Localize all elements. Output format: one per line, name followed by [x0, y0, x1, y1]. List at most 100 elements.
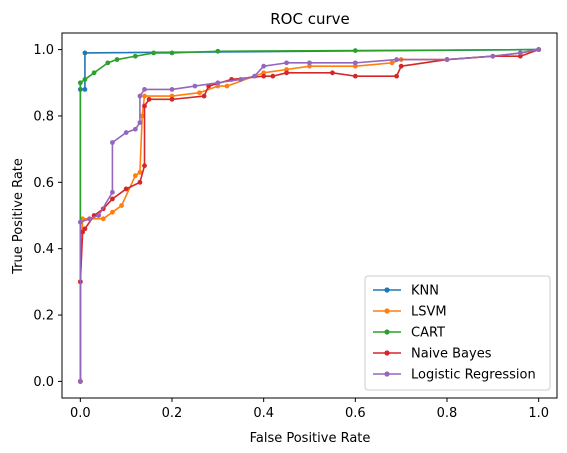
data-point	[91, 70, 97, 76]
data-point	[82, 50, 88, 56]
data-point	[110, 196, 115, 202]
x-tick-label: 0.8	[437, 406, 458, 421]
plot-area	[77, 47, 542, 384]
data-point	[238, 77, 244, 82]
data-point	[270, 73, 276, 79]
data-point	[307, 63, 312, 69]
axes: 0.0 0.2 0.4 0.6 0.8 1.0 0.0 0.2 0.4 0.6 0.8 1.0	[33, 32, 558, 421]
data-point	[284, 67, 289, 72]
data-point	[114, 57, 120, 62]
data-point	[215, 83, 221, 89]
data-point	[96, 213, 102, 218]
data-point	[87, 216, 92, 222]
data-point	[137, 93, 143, 99]
data-point	[398, 63, 404, 69]
data-point	[307, 60, 312, 66]
data-point	[215, 80, 221, 86]
legend-item: Naive Bayes	[373, 347, 492, 362]
data-point	[123, 130, 129, 135]
data-point	[536, 47, 542, 52]
legend-label: LSVM	[411, 305, 447, 320]
legend-item: LSVM	[373, 305, 447, 320]
x-axis-label: False Positive Rate	[250, 431, 371, 446]
legend-label: KNN	[411, 284, 439, 299]
data-point	[517, 53, 523, 59]
data-point	[284, 60, 289, 66]
legend-swatch-marker	[384, 371, 390, 377]
data-point	[82, 87, 88, 92]
series-4	[77, 47, 542, 384]
data-point	[490, 53, 496, 59]
data-point	[110, 189, 115, 195]
legend-swatch-marker	[384, 350, 390, 356]
chart-title: ROC curve	[270, 10, 350, 28]
data-point	[352, 60, 358, 66]
data-point	[77, 219, 83, 225]
data-point	[142, 87, 147, 92]
data-point	[169, 93, 175, 99]
legend-label: Logistic Regression	[411, 368, 536, 383]
data-point	[252, 73, 257, 79]
data-point	[119, 203, 124, 208]
data-point	[132, 126, 138, 132]
data-point	[123, 186, 129, 192]
legend: KNN LSVM CART Naive Bayes Logistic Regressio…	[364, 275, 551, 391]
data-point	[105, 60, 111, 66]
data-point	[201, 93, 207, 99]
x-tick-label: 0.4	[253, 406, 274, 421]
data-point	[352, 63, 358, 69]
data-point	[100, 216, 106, 222]
y-tick-label: 1.0	[33, 43, 54, 58]
data-point	[137, 179, 143, 185]
data-point	[110, 140, 115, 145]
data-point	[77, 80, 83, 86]
data-point	[444, 57, 450, 62]
data-point	[352, 48, 358, 53]
data-point	[394, 73, 399, 79]
x-tick-label: 1.0	[528, 406, 549, 421]
data-point	[139, 113, 145, 119]
data-point	[261, 63, 267, 69]
data-point	[224, 83, 230, 89]
data-point	[169, 96, 175, 102]
data-point	[110, 209, 115, 215]
legend-swatch-marker	[384, 308, 390, 314]
x-tick-label: 0.6	[345, 406, 366, 421]
legend-label: Naive Bayes	[411, 347, 492, 362]
data-point	[77, 379, 83, 384]
data-point	[517, 50, 523, 56]
data-point	[151, 50, 157, 56]
data-point	[394, 57, 399, 62]
legend-item: Logistic Regression	[373, 368, 536, 383]
y-tick-label: 0.6	[33, 176, 54, 191]
legend-label: CART	[411, 326, 445, 341]
data-point	[330, 70, 335, 76]
data-point	[389, 60, 395, 66]
data-point	[142, 163, 147, 169]
data-point	[82, 77, 88, 82]
x-tick-label: 0.0	[70, 406, 91, 421]
data-point	[142, 93, 147, 99]
y-tick-label: 0.0	[33, 375, 54, 390]
data-point	[192, 83, 198, 89]
data-point	[352, 73, 358, 79]
legend-swatch-marker	[384, 287, 390, 293]
data-point	[261, 70, 267, 76]
data-point	[261, 73, 267, 79]
data-point	[197, 90, 202, 96]
data-point	[146, 96, 152, 102]
y-tick-label: 0.8	[33, 109, 54, 124]
legend-box	[364, 275, 551, 391]
x-tick-label: 0.2	[162, 406, 183, 421]
data-point	[215, 48, 221, 54]
data-point	[132, 53, 138, 59]
y-tick-label: 0.4	[33, 242, 54, 257]
legend-swatch-marker	[384, 329, 390, 335]
data-point	[82, 226, 88, 232]
data-point	[142, 103, 147, 109]
data-point	[132, 173, 138, 179]
legend-item: CART	[373, 326, 445, 341]
data-point	[169, 87, 175, 92]
data-point	[137, 169, 143, 175]
